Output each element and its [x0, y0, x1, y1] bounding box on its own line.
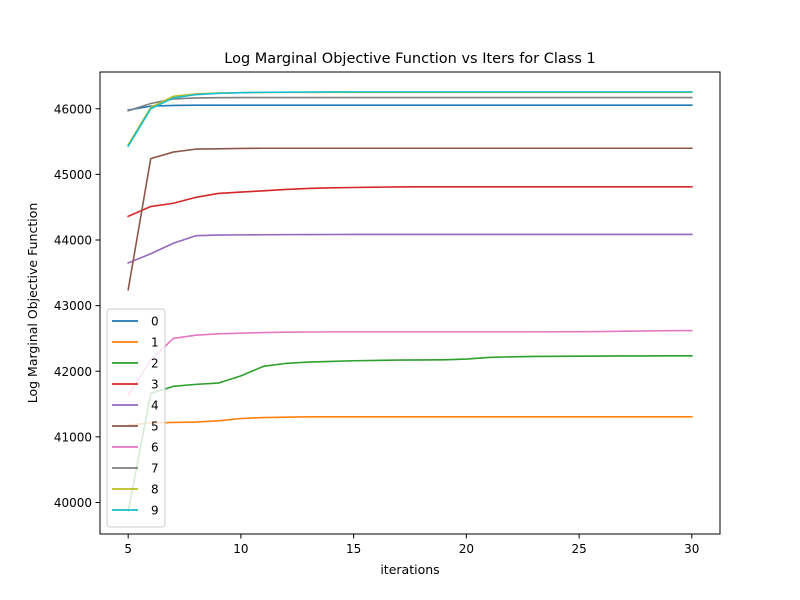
series-line-4 — [127, 233, 693, 265]
legend-label-2: 2 — [151, 357, 159, 371]
y-tick-label: 44000 — [54, 234, 92, 248]
legend-label-3: 3 — [151, 378, 159, 392]
x-tick-label: 30 — [684, 542, 699, 556]
x-axis-label: iterations — [380, 562, 439, 577]
legend-label-4: 4 — [151, 399, 159, 413]
series-line-3 — [127, 186, 693, 218]
legend-label-6: 6 — [151, 441, 159, 455]
legend-label-7: 7 — [151, 462, 159, 476]
series-line-1 — [127, 416, 693, 426]
y-tick-label: 41000 — [54, 430, 92, 444]
y-tick-label: 45000 — [54, 168, 92, 182]
x-tick-label: 20 — [459, 542, 474, 556]
x-tick-label: 25 — [571, 542, 586, 556]
legend-label-8: 8 — [151, 483, 159, 497]
x-tick-label: 10 — [233, 542, 248, 556]
y-axis-label: Log Marginal Objective Function — [25, 203, 40, 404]
x-axis: 5 10 15 20 25 30 — [124, 534, 699, 556]
plot-frame — [99, 71, 721, 535]
y-tick-label: 46000 — [54, 102, 92, 116]
x-tick-label: 5 — [124, 542, 132, 556]
series-layer — [127, 91, 693, 513]
x-tick-label: 15 — [346, 542, 361, 556]
legend-label-5: 5 — [151, 420, 159, 434]
legend-label-0: 0 — [151, 315, 159, 329]
y-tick-label: 40000 — [54, 496, 92, 510]
y-tick-label: 43000 — [54, 299, 92, 313]
series-line-6 — [127, 329, 693, 396]
legend: 0 1 2 3 4 5 6 7 8 9 — [106, 308, 166, 528]
series-line-2 — [127, 355, 693, 513]
y-tick-label: 42000 — [54, 365, 92, 379]
legend-label-1: 1 — [151, 336, 159, 350]
series-line-7 — [127, 96, 693, 112]
legend-label-9: 9 — [151, 504, 159, 518]
series-line-9 — [127, 91, 693, 148]
series-line-5 — [127, 147, 693, 291]
y-axis: 40000 41000 42000 43000 44000 45000 46000 — [54, 102, 100, 510]
chart-title: Log Marginal Objective Function vs Iters… — [224, 51, 596, 67]
series-line-0 — [127, 104, 693, 111]
